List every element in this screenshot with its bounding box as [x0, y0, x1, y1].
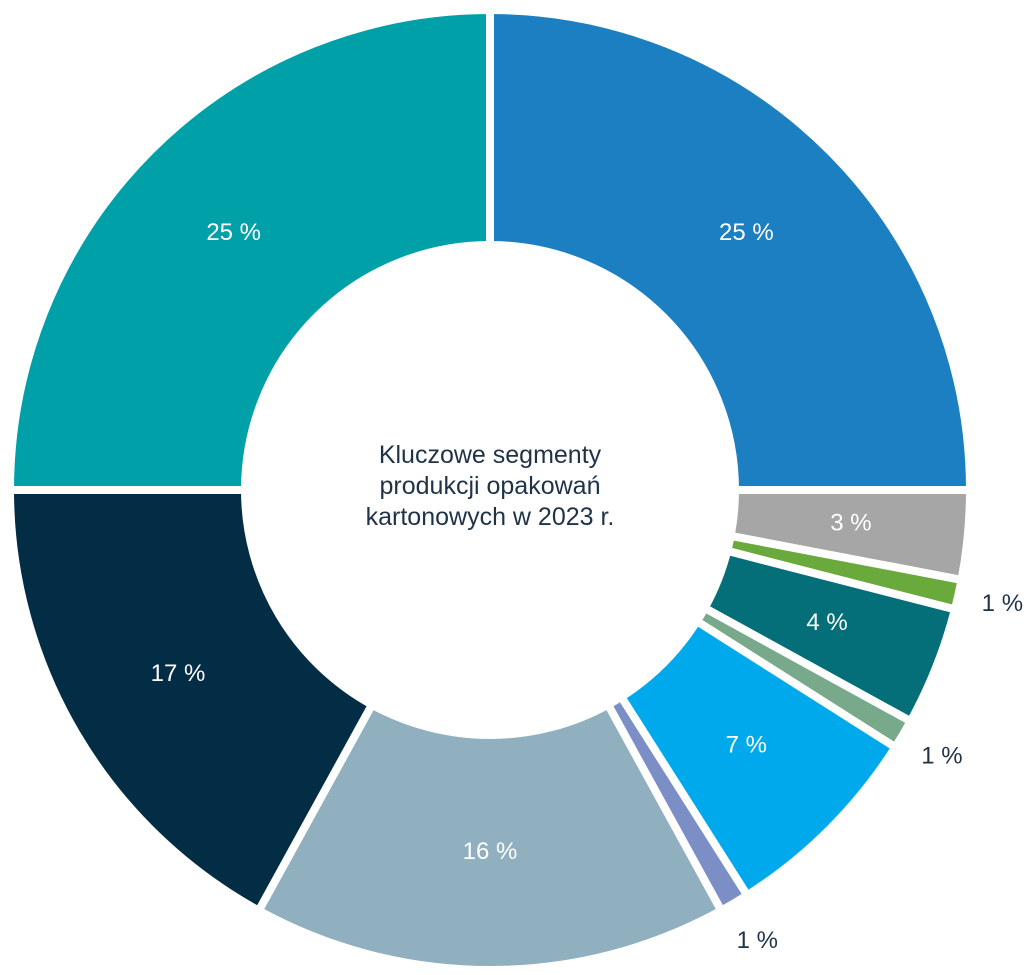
- data-label: 17 %: [151, 660, 206, 687]
- data-label: 16 %: [463, 838, 518, 865]
- donut-segment: [5, 5, 494, 494]
- data-label: 25 %: [206, 219, 261, 246]
- chart-title: Kluczowe segmenty produkcji opakowań kar…: [365, 441, 615, 531]
- data-label: 3 %: [830, 509, 871, 536]
- donut-segment: [253, 699, 727, 974]
- data-label: 1 %: [982, 590, 1023, 617]
- data-label: 7 %: [726, 732, 767, 759]
- donut-segment: [486, 5, 975, 494]
- data-label: 25 %: [719, 219, 774, 246]
- donut-segment: [5, 486, 378, 917]
- data-label: 1 %: [737, 927, 778, 954]
- data-label: 4 %: [806, 609, 847, 636]
- data-label: 1 %: [921, 743, 962, 770]
